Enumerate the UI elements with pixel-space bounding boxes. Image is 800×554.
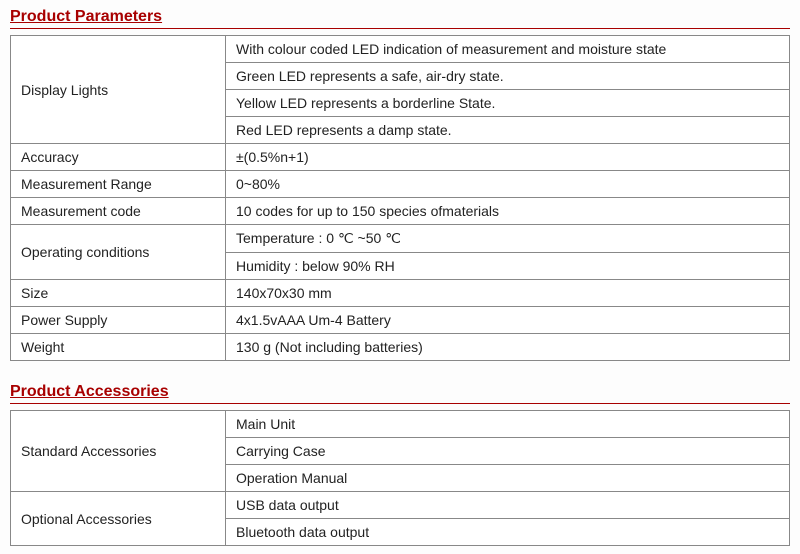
table-row: Measurement Range0~80% [11, 171, 790, 198]
spec-label: Weight [11, 334, 226, 361]
product-accessories-title: Product Accessories [10, 383, 790, 404]
spec-label: Power Supply [11, 307, 226, 334]
spec-value: 0~80% [226, 171, 790, 198]
product-parameters-table: Display LightsWith colour coded LED indi… [10, 35, 790, 361]
spec-value: Main Unit [226, 411, 790, 438]
table-row: Accuracy±(0.5%n+1) [11, 144, 790, 171]
table-row: Size140x70x30 mm [11, 280, 790, 307]
spec-value: 130 g (Not including batteries) [226, 334, 790, 361]
spec-label: Measurement code [11, 198, 226, 225]
table-row: Display LightsWith colour coded LED indi… [11, 36, 790, 63]
spec-value: Operation Manual [226, 465, 790, 492]
product-accessories-section: Product Accessories Standard Accessories… [10, 383, 790, 546]
spec-value: Temperature : 0 ℃ ~50 ℃ [226, 225, 790, 253]
spec-value: Green LED represents a safe, air-dry sta… [226, 63, 790, 90]
table-row: Measurement code10 codes for up to 150 s… [11, 198, 790, 225]
spec-value: With colour coded LED indication of meas… [226, 36, 790, 63]
spec-label: Display Lights [11, 36, 226, 144]
spec-value: Carrying Case [226, 438, 790, 465]
spec-value: Red LED represents a damp state. [226, 117, 790, 144]
spec-value: Bluetooth data output [226, 519, 790, 546]
product-parameters-title: Product Parameters [10, 8, 790, 29]
table-row: Weight130 g (Not including batteries) [11, 334, 790, 361]
spec-value: Humidity : below 90% RH [226, 253, 790, 280]
table-row: Optional AccessoriesUSB data output [11, 492, 790, 519]
spec-value: ±(0.5%n+1) [226, 144, 790, 171]
spec-label: Optional Accessories [11, 492, 226, 546]
spec-value: 4x1.5vAAA Um-4 Battery [226, 307, 790, 334]
table-row: Power Supply4x1.5vAAA Um-4 Battery [11, 307, 790, 334]
spec-value: USB data output [226, 492, 790, 519]
spec-value: 140x70x30 mm [226, 280, 790, 307]
spec-label: Accuracy [11, 144, 226, 171]
table-row: Standard AccessoriesMain Unit [11, 411, 790, 438]
table-row: Operating conditionsTemperature : 0 ℃ ~5… [11, 225, 790, 253]
spec-label: Measurement Range [11, 171, 226, 198]
spec-value: Yellow LED represents a borderline State… [226, 90, 790, 117]
spec-label: Size [11, 280, 226, 307]
product-accessories-table: Standard AccessoriesMain UnitCarrying Ca… [10, 410, 790, 546]
spec-label: Standard Accessories [11, 411, 226, 492]
spec-label: Operating conditions [11, 225, 226, 280]
product-parameters-section: Product Parameters Display LightsWith co… [10, 8, 790, 361]
spec-value: 10 codes for up to 150 species ofmateria… [226, 198, 790, 225]
